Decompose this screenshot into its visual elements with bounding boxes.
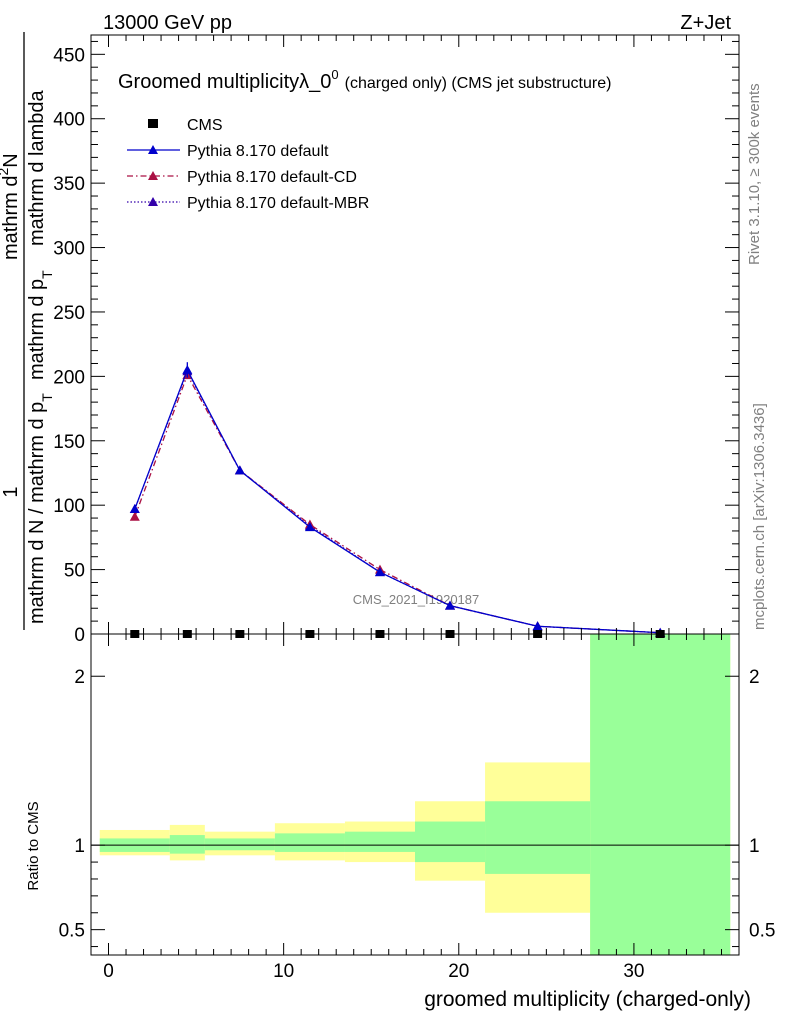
legend-entry-1: Pythia 8.170 default <box>127 143 329 160</box>
ratio-y-tick-label-right: 2 <box>749 667 760 688</box>
mcplots-label: mcplots.cern.ch [arXiv:1306.3436] <box>751 403 768 630</box>
x-tick-label: 0 <box>103 961 114 982</box>
ylabel-part-d: mathrm d <box>0 176 22 260</box>
ratio-y-label: Ratio to CMS <box>25 801 42 890</box>
ratio-band-inner-7 <box>590 634 731 955</box>
legend-marker <box>148 197 158 206</box>
legend-entry-2: Pythia 8.170 default-CD <box>127 169 357 186</box>
marker-0 <box>129 504 140 514</box>
x-axis-label: groomed multiplicity (charged-only) <box>424 988 751 1011</box>
ylabel-numerator-one: 1 <box>0 486 22 497</box>
y-tick-label: 300 <box>53 239 85 260</box>
ratio-band-inner-3 <box>274 833 345 852</box>
ratio-y-tick-label-right: 0.5 <box>749 921 775 942</box>
y-tick-label: 350 <box>53 174 85 195</box>
y-tick-label: 250 <box>53 303 85 324</box>
y-tick-label: 0 <box>74 625 85 646</box>
energy-label: 13000 GeV pp <box>103 12 232 34</box>
x-tick-label: 10 <box>273 961 294 982</box>
ratio-y-tick-label-left: 1 <box>74 836 85 857</box>
ylabel-numerator: mathrm d2N <box>0 153 22 260</box>
ylabel-part-N: N <box>0 153 22 167</box>
marker-6 <box>532 621 543 631</box>
series-line <box>134 368 661 634</box>
ylabel-part-dpT: mathrm d p <box>26 279 48 380</box>
marker-4 <box>374 567 385 577</box>
y-tick-label: 200 <box>53 367 85 388</box>
legend: CMS Pythia 8.170 default Pythia 8.170 defa… <box>127 117 369 212</box>
legend-entry-0: CMS <box>148 117 223 134</box>
legend-marker <box>148 171 158 180</box>
ylabel-denominator: mathrm d N / mathrm d pT <box>26 393 55 624</box>
ylabel-sub-T1: T <box>39 393 55 402</box>
x-tick-label: 20 <box>448 961 469 982</box>
ratio-band-inner-4 <box>344 831 415 852</box>
marker-5 <box>445 600 456 610</box>
ratio-y-tick-label-right: 1 <box>749 836 760 857</box>
y-tick-label: 400 <box>53 110 85 131</box>
process-label: Z+Jet <box>680 12 731 34</box>
ylabel-sup-2: 2 <box>0 168 11 176</box>
y-tick-label: 50 <box>64 561 85 582</box>
ratio-band-inner-1 <box>169 835 205 854</box>
analysis-watermark: CMS_2021_I1920187 <box>353 592 480 607</box>
legend-label: Pythia 8.170 default-MBR <box>187 195 369 212</box>
main-y-label: 1 mathrm d N / mathrm d pT mathrm d pT m… <box>0 32 55 630</box>
ylabel-sub-T2: T <box>39 270 55 279</box>
ratio-y-tick-label-left: 2 <box>74 667 85 688</box>
ratio-band-inner-2 <box>204 838 275 851</box>
main-title-text: Groomed multiplicityλ_0 <box>118 71 331 93</box>
ratio-bands <box>99 634 731 955</box>
ylabel-dpT: mathrm d pT <box>26 270 55 380</box>
ratio-band-inner-6 <box>485 801 591 874</box>
x-tick-label: 30 <box>623 961 644 982</box>
legend-entry-3: Pythia 8.170 default-MBR <box>127 195 369 212</box>
ylabel-part-dN-dpT: mathrm d N / mathrm d p <box>26 402 48 624</box>
main-title: Groomed multiplicityλ_00 (charged only) (… <box>118 67 611 93</box>
legend-marker <box>148 145 158 154</box>
legend-marker <box>148 119 158 128</box>
main-title-note: (charged only) (CMS jet substructure) <box>345 75 612 92</box>
ratio-frame <box>90 633 740 956</box>
legend-label: Pythia 8.170 default <box>187 143 329 160</box>
rivet-label: Rivet 3.1.10, ≥ 300k events <box>746 83 763 265</box>
y-tick-label: 150 <box>53 432 85 453</box>
ratio-band-inner-5 <box>415 821 486 863</box>
y-tick-label: 450 <box>53 45 85 66</box>
y-tick-label: 100 <box>53 496 85 517</box>
legend-label: Pythia 8.170 default-CD <box>187 169 357 186</box>
ylabel-dlambda: mathrm d lambda <box>26 90 48 246</box>
marker-1 <box>182 364 193 374</box>
marker-0 <box>129 511 140 521</box>
marker-2 <box>234 465 245 475</box>
main-title-superscript: 0 <box>331 67 338 82</box>
ratio-y-tick-label-left: 0.5 <box>59 921 85 942</box>
legend-label: CMS <box>187 117 223 134</box>
marker-3 <box>304 522 315 532</box>
